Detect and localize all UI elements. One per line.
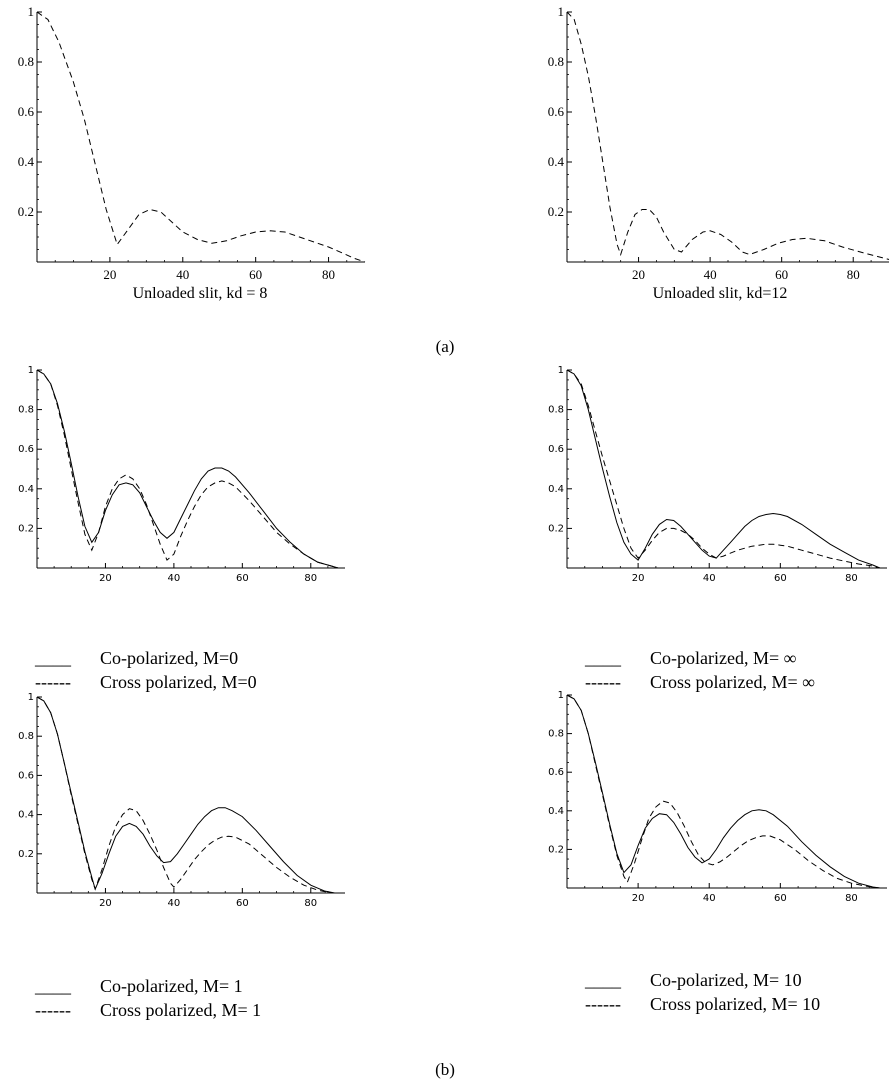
x-tick-label: 80: [304, 573, 317, 584]
y-tick-label: 0.4: [18, 154, 35, 169]
y-tick-label: 0.2: [548, 204, 564, 219]
chart-caption: Unloaded slit, kd=12: [653, 285, 788, 302]
y-tick-label: 0.4: [18, 810, 34, 821]
y-tick-label: 0.8: [548, 729, 564, 740]
legend-marker: ------: [35, 672, 71, 692]
y-tick-label: 0.2: [18, 523, 34, 534]
y-tick-label: 0.8: [18, 405, 34, 416]
y-tick-label: 0.4: [548, 806, 564, 817]
series-line-solid: [36, 369, 339, 569]
x-tick-label: 40: [704, 267, 717, 282]
y-tick-label: 0.2: [18, 204, 34, 219]
x-tick-label: 80: [845, 893, 858, 904]
legend-entry: Co-polarized, M= 1: [100, 976, 243, 996]
y-tick-label: 0.4: [548, 484, 564, 495]
y-tick-label: 0.6: [548, 104, 565, 119]
y-tick-label: 0.8: [548, 405, 564, 416]
legend-marker: ------: [585, 672, 621, 692]
legend-marker: ------: [585, 994, 621, 1014]
y-tick-label: 0.4: [18, 484, 34, 495]
chart-5: 20 40 60 80 0.2 0.4 0.6 0.8 1 ____ Co-polarized, M…: [18, 692, 345, 1020]
x-tick-label: 80: [322, 267, 335, 282]
y-tick-label: 0.6: [548, 767, 564, 778]
chart-4: 20 40 60 80 0.2 0.4 0.6 0.8 1 ____ Co-polarized, M…: [548, 365, 887, 692]
legend-entry: Cross polarized, M= 1: [100, 1000, 261, 1020]
series-line-solid: [566, 369, 881, 569]
x-tick-label: 60: [774, 573, 787, 584]
y-tick-label: 1: [558, 4, 565, 19]
panel-label-b: (b): [435, 1060, 455, 1079]
legend-marker: ------: [35, 1000, 71, 1020]
x-tick-label: 60: [774, 893, 787, 904]
legend-entry: Co-polarized, M= ∞: [650, 648, 797, 668]
x-tick-label: 20: [632, 573, 645, 584]
x-tick-label: 20: [99, 898, 112, 909]
x-tick-label: 40: [703, 573, 716, 584]
x-tick-label: 40: [168, 573, 181, 584]
y-tick-label: 0.6: [18, 770, 34, 781]
chart-6: 20 40 60 80 0.2 0.4 0.6 0.8 1 ____ Co-polarized, M…: [548, 690, 887, 1014]
legend-entry: Cross polarized, M= 10: [650, 994, 820, 1014]
x-tick-label: 80: [304, 898, 317, 909]
x-tick-label: 40: [703, 893, 716, 904]
legend-entry: Co-polarized, M=0: [100, 648, 238, 668]
series-line-solid: [566, 694, 880, 889]
legend-marker: ____: [34, 648, 72, 668]
series-line-solid: [36, 696, 335, 894]
y-tick-label: 1: [28, 365, 34, 376]
series-line-dashed: [36, 11, 366, 263]
y-tick-label: 0.6: [18, 444, 34, 455]
x-tick-label: 40: [176, 267, 189, 282]
legend-marker: ____: [584, 648, 622, 668]
x-tick-label: 80: [845, 573, 858, 584]
legend-entry: Cross polarized, M=0: [100, 672, 257, 692]
y-tick-label: 1: [28, 692, 34, 703]
series-line-dashed: [36, 696, 332, 894]
x-tick-label: 60: [236, 898, 249, 909]
x-tick-label: 60: [775, 267, 788, 282]
y-tick-label: 0.2: [18, 849, 34, 860]
y-tick-label: 0.6: [548, 444, 564, 455]
x-tick-label: 20: [632, 267, 645, 282]
y-tick-label: 0.4: [548, 154, 565, 169]
chart-caption: Unloaded slit, kd = 8: [133, 285, 268, 302]
legend-marker: ____: [34, 976, 72, 996]
legend-entry: Cross polarized, M= ∞: [650, 672, 815, 692]
y-tick-label: 0.2: [548, 844, 564, 855]
chart-2: 20 40 60 80 0.2 0.4 0.6 0.8 1 Unloaded slit, kd=1…: [548, 4, 890, 302]
series-line-dashed: [566, 369, 881, 569]
y-tick-label: 1: [558, 690, 564, 701]
y-tick-label: 0.8: [18, 54, 34, 69]
y-tick-label: 0.2: [548, 523, 564, 534]
y-tick-label: 0.8: [548, 54, 564, 69]
legend-marker: ____: [584, 970, 622, 990]
series-line-dashed: [566, 694, 880, 889]
x-tick-label: 40: [168, 898, 181, 909]
x-tick-label: 20: [99, 573, 112, 584]
series-line-dashed: [566, 11, 890, 260]
chart-1: 20 40 60 80 0.2 0.4 0.6 0.8 1 Unloaded slit, kd =…: [18, 4, 366, 302]
y-tick-label: 0.8: [18, 731, 34, 742]
panel-label-a: (a): [436, 337, 455, 356]
chart-3: 20 40 60 80 0.2 0.4 0.6 0.8 1 ____ Co-polarized, M…: [18, 365, 345, 692]
legend-entry: Co-polarized, M= 10: [650, 970, 802, 990]
x-tick-label: 20: [103, 267, 116, 282]
x-tick-label: 20: [632, 893, 645, 904]
y-tick-label: 0.6: [18, 104, 35, 119]
x-tick-label: 60: [236, 573, 249, 584]
y-tick-label: 1: [28, 4, 35, 19]
y-tick-label: 1: [558, 365, 564, 376]
x-tick-label: 80: [847, 267, 860, 282]
series-line-dashed: [36, 369, 339, 569]
x-tick-label: 60: [249, 267, 262, 282]
